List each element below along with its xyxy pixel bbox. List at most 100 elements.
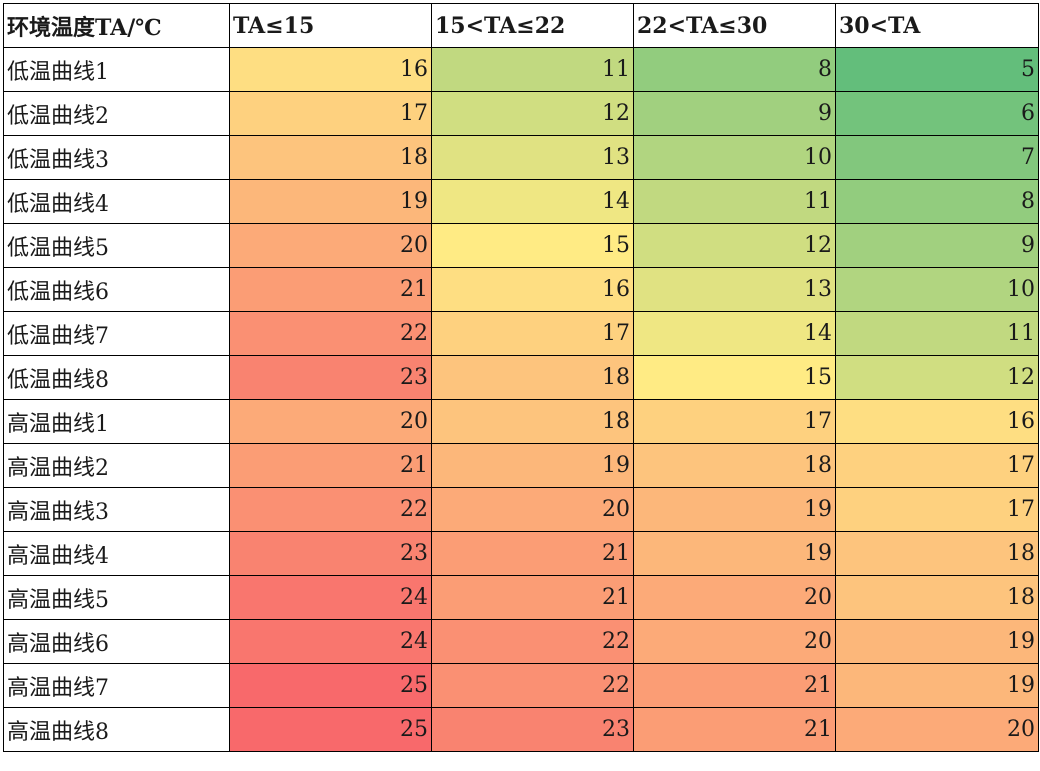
header-ambient-temperature: 环境温度TA/℃ bbox=[3, 3, 230, 48]
value-cell: 13 bbox=[633, 267, 836, 312]
value-cell: 14 bbox=[431, 179, 634, 224]
header-row: 环境温度TA/℃ TA≤15 15<TA≤22 22<TA≤30 30<TA bbox=[3, 3, 1039, 48]
header-range-22-30: 22<TA≤30 bbox=[633, 3, 836, 48]
value-cell: 10 bbox=[835, 267, 1039, 312]
value-cell: 20 bbox=[633, 619, 836, 664]
value-cell: 18 bbox=[835, 531, 1039, 576]
value-cell: 23 bbox=[229, 531, 432, 576]
value-cell: 21 bbox=[431, 575, 634, 620]
table-row: 高温曲线7 25 22 21 19 bbox=[3, 663, 1039, 708]
value-cell: 21 bbox=[633, 663, 836, 708]
value-cell: 21 bbox=[229, 443, 432, 488]
value-cell: 5 bbox=[835, 47, 1039, 92]
value-cell: 20 bbox=[229, 399, 432, 444]
value-cell: 19 bbox=[229, 179, 432, 224]
value-cell: 12 bbox=[633, 223, 836, 268]
value-cell: 19 bbox=[431, 443, 634, 488]
value-cell: 17 bbox=[633, 399, 836, 444]
value-cell: 18 bbox=[431, 399, 634, 444]
row-label: 低温曲线2 bbox=[3, 91, 230, 136]
value-cell: 22 bbox=[431, 663, 634, 708]
table-row: 高温曲线8 25 23 21 20 bbox=[3, 707, 1039, 752]
value-cell: 12 bbox=[431, 91, 634, 136]
table-body: 低温曲线1 16 11 8 5 低温曲线2 17 12 9 6 低温曲线3 18 13 10 7 低温曲线4 1… bbox=[3, 47, 1039, 752]
value-cell: 23 bbox=[431, 707, 634, 752]
value-cell: 19 bbox=[835, 619, 1039, 664]
row-label: 低温曲线5 bbox=[3, 223, 230, 268]
temperature-curve-table: 环境温度TA/℃ TA≤15 15<TA≤22 22<TA≤30 30<TA 低… bbox=[3, 3, 1039, 752]
table-row: 高温曲线3 22 20 19 17 bbox=[3, 487, 1039, 532]
value-cell: 13 bbox=[431, 135, 634, 180]
value-cell: 12 bbox=[835, 355, 1039, 400]
row-label: 高温曲线6 bbox=[3, 619, 230, 664]
value-cell: 21 bbox=[633, 707, 836, 752]
header-range-le-15: TA≤15 bbox=[229, 3, 432, 48]
row-label: 高温曲线3 bbox=[3, 487, 230, 532]
row-label: 低温曲线1 bbox=[3, 47, 230, 92]
value-cell: 11 bbox=[633, 179, 836, 224]
value-cell: 22 bbox=[229, 311, 432, 356]
value-cell: 17 bbox=[835, 443, 1039, 488]
row-label: 低温曲线8 bbox=[3, 355, 230, 400]
table-row: 低温曲线2 17 12 9 6 bbox=[3, 91, 1039, 136]
value-cell: 8 bbox=[633, 47, 836, 92]
header-range-gt-30: 30<TA bbox=[835, 3, 1039, 48]
value-cell: 24 bbox=[229, 619, 432, 664]
row-label: 低温曲线7 bbox=[3, 311, 230, 356]
value-cell: 16 bbox=[229, 47, 432, 92]
value-cell: 19 bbox=[835, 663, 1039, 708]
table-row: 低温曲线1 16 11 8 5 bbox=[3, 47, 1039, 92]
value-cell: 18 bbox=[835, 575, 1039, 620]
value-cell: 9 bbox=[633, 91, 836, 136]
row-label: 高温曲线1 bbox=[3, 399, 230, 444]
value-cell: 9 bbox=[835, 223, 1039, 268]
header-range-15-22: 15<TA≤22 bbox=[431, 3, 634, 48]
table-row: 高温曲线5 24 21 20 18 bbox=[3, 575, 1039, 620]
table-row: 高温曲线1 20 18 17 16 bbox=[3, 399, 1039, 444]
value-cell: 15 bbox=[633, 355, 836, 400]
value-cell: 8 bbox=[835, 179, 1039, 224]
row-label: 低温曲线6 bbox=[3, 267, 230, 312]
value-cell: 17 bbox=[431, 311, 634, 356]
value-cell: 17 bbox=[229, 91, 432, 136]
table-row: 低温曲线3 18 13 10 7 bbox=[3, 135, 1039, 180]
value-cell: 22 bbox=[431, 619, 634, 664]
value-cell: 16 bbox=[431, 267, 634, 312]
value-cell: 25 bbox=[229, 707, 432, 752]
row-label: 低温曲线3 bbox=[3, 135, 230, 180]
value-cell: 20 bbox=[229, 223, 432, 268]
row-label: 高温曲线7 bbox=[3, 663, 230, 708]
value-cell: 20 bbox=[835, 707, 1039, 752]
table-row: 低温曲线8 23 18 15 12 bbox=[3, 355, 1039, 400]
table-row: 低温曲线4 19 14 11 8 bbox=[3, 179, 1039, 224]
value-cell: 20 bbox=[431, 487, 634, 532]
row-label: 高温曲线2 bbox=[3, 443, 230, 488]
table-row: 高温曲线6 24 22 20 19 bbox=[3, 619, 1039, 664]
value-cell: 24 bbox=[229, 575, 432, 620]
value-cell: 15 bbox=[431, 223, 634, 268]
value-cell: 18 bbox=[633, 443, 836, 488]
table-row: 低温曲线5 20 15 12 9 bbox=[3, 223, 1039, 268]
value-cell: 16 bbox=[835, 399, 1039, 444]
value-cell: 21 bbox=[431, 531, 634, 576]
value-cell: 25 bbox=[229, 663, 432, 708]
value-cell: 11 bbox=[835, 311, 1039, 356]
table-row: 低温曲线7 22 17 14 11 bbox=[3, 311, 1039, 356]
table-row: 低温曲线6 21 16 13 10 bbox=[3, 267, 1039, 312]
row-label: 高温曲线5 bbox=[3, 575, 230, 620]
value-cell: 6 bbox=[835, 91, 1039, 136]
table-row: 高温曲线4 23 21 19 18 bbox=[3, 531, 1039, 576]
value-cell: 18 bbox=[229, 135, 432, 180]
value-cell: 18 bbox=[431, 355, 634, 400]
value-cell: 14 bbox=[633, 311, 836, 356]
value-cell: 7 bbox=[835, 135, 1039, 180]
value-cell: 23 bbox=[229, 355, 432, 400]
value-cell: 11 bbox=[431, 47, 634, 92]
value-cell: 17 bbox=[835, 487, 1039, 532]
value-cell: 21 bbox=[229, 267, 432, 312]
value-cell: 22 bbox=[229, 487, 432, 532]
table-row: 高温曲线2 21 19 18 17 bbox=[3, 443, 1039, 488]
row-label: 低温曲线4 bbox=[3, 179, 230, 224]
value-cell: 19 bbox=[633, 487, 836, 532]
value-cell: 19 bbox=[633, 531, 836, 576]
